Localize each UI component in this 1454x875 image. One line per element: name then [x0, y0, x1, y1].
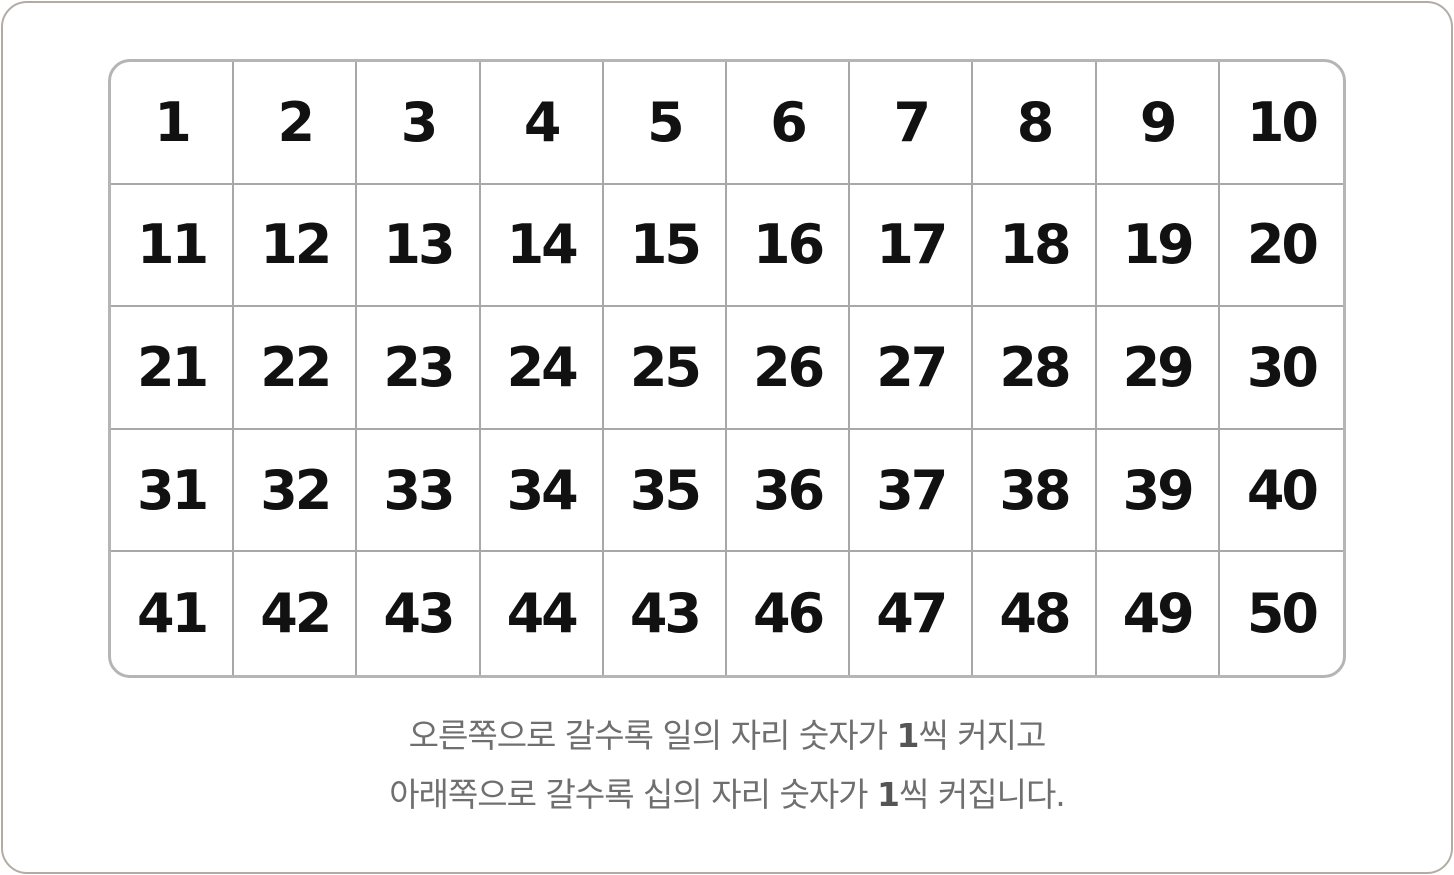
caption-line-1-text: 오른쪽으로 갈수록 일의 자리 숫자가 — [408, 716, 897, 755]
grid-cell: 17 — [850, 184, 974, 308]
grid-cell: 41 — [111, 552, 235, 675]
grid-cell: 23 — [357, 307, 481, 430]
grid-cell: 24 — [480, 307, 604, 430]
grid-cell: 20 — [1219, 185, 1343, 308]
grid-cell: 33 — [357, 429, 481, 553]
grid-cell: 13 — [357, 184, 481, 308]
grid-cell: 47 — [850, 552, 974, 675]
grid-cell: 10 — [1219, 62, 1343, 185]
grid-cell: 43 — [604, 552, 727, 675]
caption-line-2-number: 1 — [877, 775, 900, 814]
grid-cell: 16 — [726, 184, 851, 308]
grid-cell: 18 — [973, 184, 1097, 308]
grid-cell: 35 — [603, 429, 727, 553]
grid-cell: 43 — [357, 552, 481, 675]
grid-cell: 4 — [480, 62, 604, 185]
grid-cell: 27 — [850, 307, 974, 430]
grid-cell: 3 — [357, 62, 481, 185]
grid-cell: 42 — [234, 552, 358, 675]
number-grid: 1 2 3 4 5 6 7 8 9 10 11 12 13 14 15 16 17 18 19 20 21 22 23 24 2… — [108, 59, 1346, 678]
caption-line-1-tail: 씩 커지고 — [918, 716, 1046, 755]
grid-cell: 1 — [111, 62, 235, 185]
grid-cell: 6 — [726, 62, 851, 185]
grid-cell: 40 — [1219, 430, 1343, 553]
caption-line-1: 오른쪽으로 갈수록 일의 자리 숫자가 1씩 커지고 — [0, 716, 1454, 756]
grid-cell: 31 — [111, 429, 235, 553]
grid-cell: 30 — [1219, 307, 1343, 430]
caption-line-1-number: 1 — [896, 716, 919, 755]
caption-line-2: 아래쪽으로 갈수록 십의 자리 숫자가 1씩 커집니다. — [0, 775, 1454, 815]
grid-cell: 28 — [973, 307, 1097, 430]
grid-cell: 14 — [480, 184, 604, 308]
grid-cell: 49 — [1097, 552, 1220, 675]
grid-cell: 2 — [234, 62, 358, 185]
grid-cell: 11 — [111, 184, 235, 308]
grid-cell: 15 — [603, 184, 727, 308]
grid-cell: 9 — [1096, 62, 1220, 185]
caption-line-2-tail: 씩 커집니다. — [899, 775, 1066, 814]
grid-cell: 26 — [726, 307, 851, 430]
grid-cell: 34 — [480, 429, 604, 553]
grid-cell: 32 — [234, 429, 358, 553]
grid-cell: 7 — [850, 62, 974, 185]
grid-cell: 5 — [603, 62, 727, 185]
grid-cell: 48 — [973, 552, 1097, 675]
grid-cell: 25 — [603, 307, 727, 430]
grid-cell: 19 — [1096, 184, 1220, 308]
grid-cell: 39 — [1096, 429, 1220, 553]
grid-cell: 50 — [1246, 582, 1319, 646]
grid-cell: 36 — [726, 429, 851, 553]
grid-cell: 44 — [481, 552, 604, 675]
grid-cell: 46 — [727, 552, 851, 675]
grid-cell: 38 — [973, 429, 1097, 553]
caption-line-2-text: 아래쪽으로 갈수록 십의 자리 숫자가 — [389, 775, 878, 814]
grid-cell: 12 — [234, 184, 358, 308]
grid-cell: 37 — [850, 429, 974, 553]
grid-cell: 21 — [111, 307, 235, 430]
grid-cell: 22 — [234, 307, 358, 430]
grid-cell: 29 — [1096, 307, 1220, 430]
grid-cell: 8 — [973, 62, 1097, 185]
